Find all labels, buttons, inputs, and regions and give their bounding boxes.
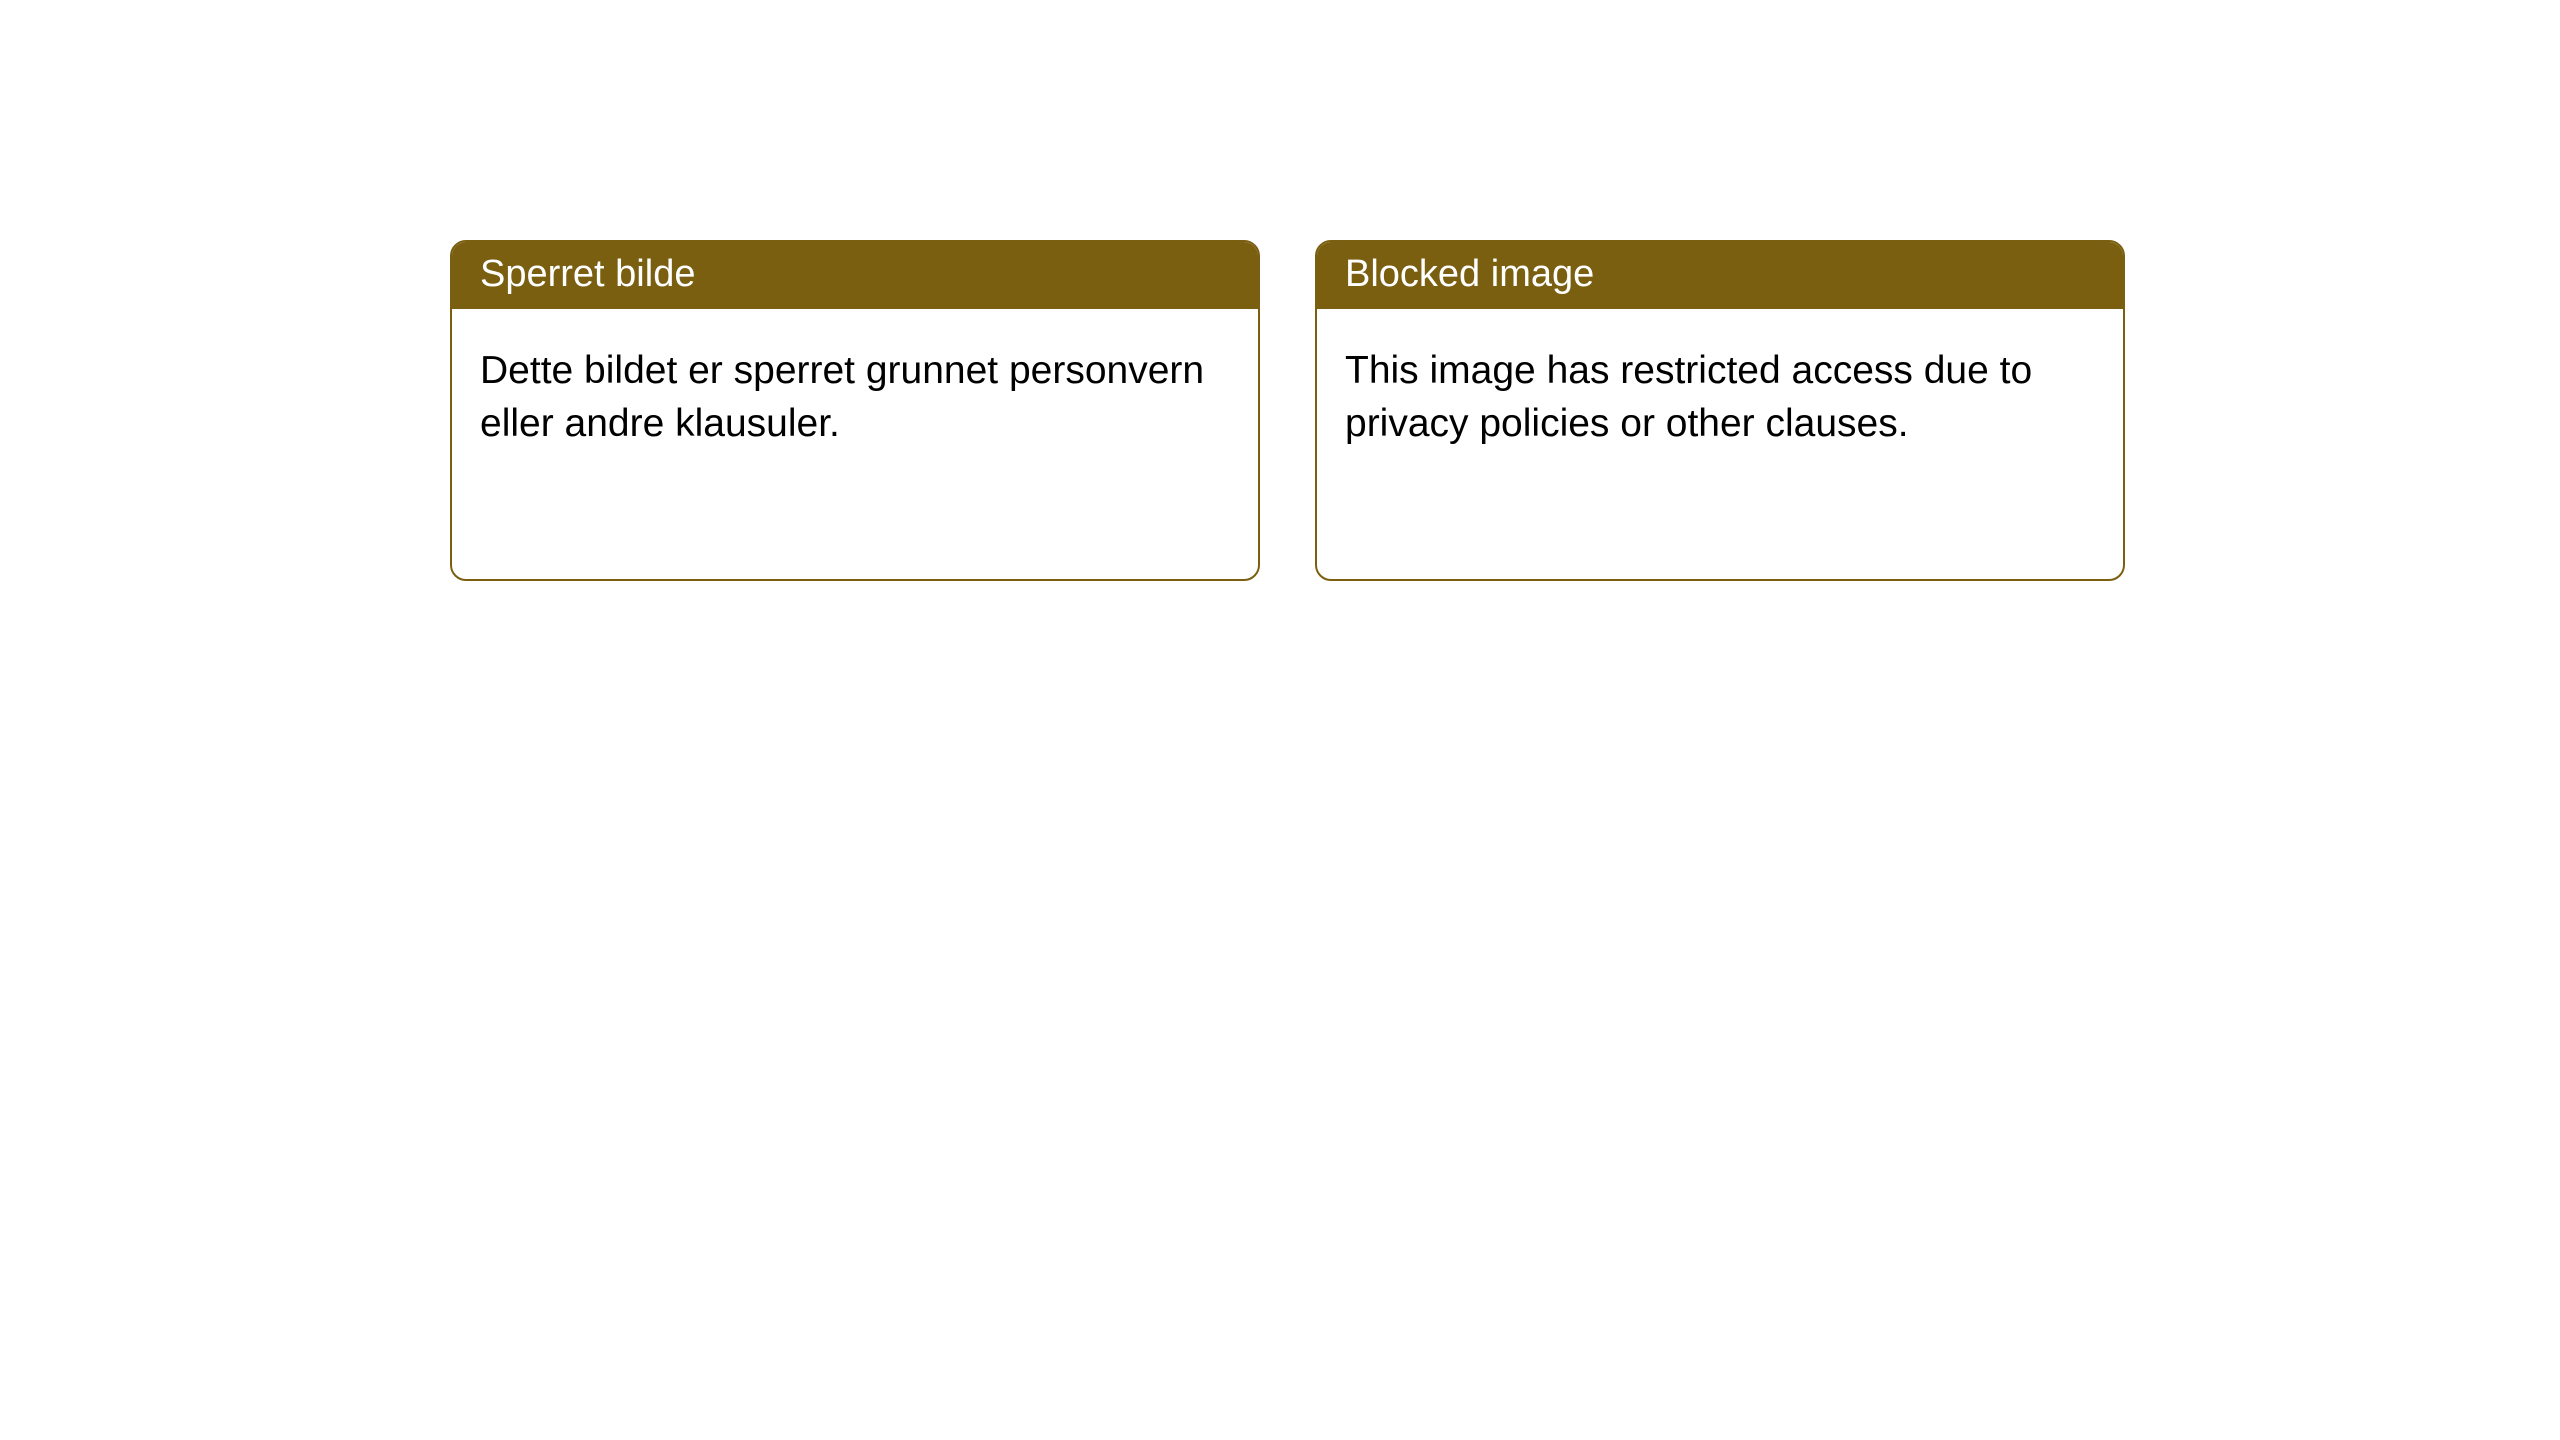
notice-container: Sperret bilde Dette bildet er sperret gr… [0, 0, 2560, 581]
notice-card-norwegian: Sperret bilde Dette bildet er sperret gr… [450, 240, 1260, 581]
notice-body: This image has restricted access due to … [1317, 309, 2123, 579]
notice-header: Blocked image [1317, 242, 2123, 309]
notice-text: This image has restricted access due to … [1345, 345, 2095, 450]
notice-header: Sperret bilde [452, 242, 1258, 309]
notice-body: Dette bildet er sperret grunnet personve… [452, 309, 1258, 579]
notice-card-english: Blocked image This image has restricted … [1315, 240, 2125, 581]
notice-text: Dette bildet er sperret grunnet personve… [480, 345, 1230, 450]
